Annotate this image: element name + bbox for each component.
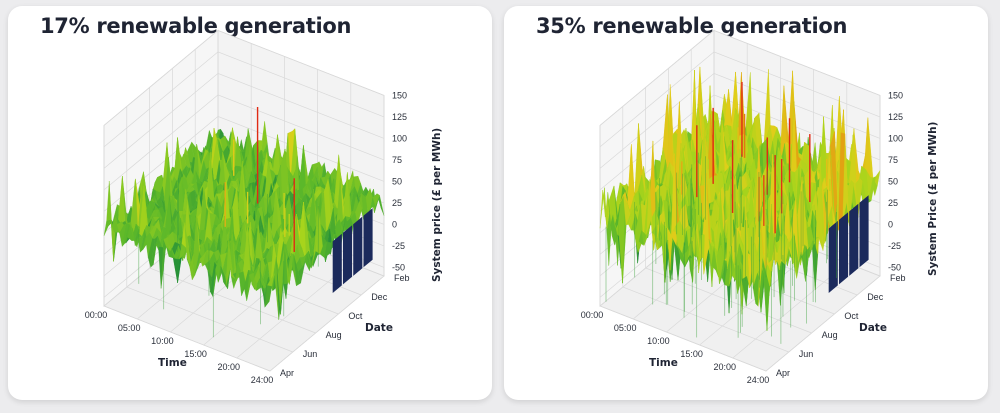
- plot-scene: [103, 29, 385, 372]
- z-tick-label: 75: [392, 155, 402, 165]
- y-tick-label: Jun: [303, 349, 318, 359]
- z-tick-label: 0: [888, 219, 893, 229]
- surface-edge: [353, 216, 363, 276]
- grid-line: [103, 29, 385, 126]
- y-tick-label: Dec: [371, 292, 388, 302]
- z-tick-label: 100: [392, 133, 407, 143]
- z-tick-label: 100: [888, 133, 903, 143]
- grid-line: [103, 94, 385, 191]
- grid-line: [599, 51, 881, 148]
- z-tick-label: 50: [392, 176, 402, 186]
- surface-edge: [332, 233, 342, 293]
- x-tick-label: 10:00: [647, 336, 670, 346]
- z-tick-label: -50: [392, 262, 405, 272]
- surface-chart-17: Time Date System price (£ per MWh) 00:00…: [85, 29, 443, 385]
- y-axis-title: Date: [365, 322, 393, 334]
- z-tick-label: 150: [392, 90, 407, 100]
- surface-patch: [267, 273, 275, 287]
- grid-line: [126, 106, 293, 353]
- y-tick-label: Feb: [890, 273, 906, 283]
- x-tick-label: 24:00: [251, 375, 274, 385]
- x-tick-label: 05:00: [614, 323, 637, 333]
- z-tick-label: 150: [888, 90, 903, 100]
- z-axis-title: System price (£ per MWh): [431, 128, 443, 282]
- grid-line: [103, 72, 385, 169]
- x-tick-label: 15:00: [184, 349, 207, 359]
- z-tick-label: 25: [888, 198, 898, 208]
- z-tick-label: 125: [888, 112, 903, 122]
- grid-line: [599, 29, 881, 126]
- x-tick-label: 24:00: [747, 375, 770, 385]
- grid-line: [103, 125, 271, 372]
- tick-labels: 00:00 05:00 10:00 15:00 20:00 24:00 Apr Jun Aug O…: [85, 90, 410, 385]
- z-tick-label: -25: [392, 241, 405, 251]
- grid-line: [645, 87, 812, 334]
- surface-edge: [859, 195, 869, 268]
- y-tick-label: Apr: [776, 368, 790, 378]
- chart-title: 35% renewable generation: [536, 14, 848, 38]
- surface-edge: [849, 203, 859, 276]
- z-tick-label: 50: [888, 176, 898, 186]
- y-tick-label: Jun: [799, 349, 814, 359]
- surface-edge: [342, 225, 353, 285]
- chart-panel-left: 17% renewable generation Time Date Syste…: [8, 6, 492, 400]
- y-tick-label: Apr: [280, 368, 294, 378]
- surface-chart-35: Time Date System Price (£ per MWh) 00:00…: [581, 29, 939, 385]
- z-tick-label: -50: [888, 262, 901, 272]
- x-tick-label: 15:00: [680, 349, 703, 359]
- y-tick-label: Oct: [844, 311, 859, 321]
- chart-title: 17% renewable generation: [40, 14, 352, 38]
- price-spikes: [138, 106, 319, 338]
- z-tick-label: -25: [888, 241, 901, 251]
- x-tick-label: 00:00: [85, 310, 108, 320]
- y-tick-label: Feb: [394, 273, 410, 283]
- z-tick-label: 0: [392, 219, 397, 229]
- z-tick-label: 75: [888, 155, 898, 165]
- z-axis-title: System Price (£ per MWh): [927, 122, 939, 276]
- x-tick-label: 00:00: [581, 310, 604, 320]
- y-axis-title: Date: [859, 322, 887, 334]
- y-tick-label: Aug: [822, 330, 838, 340]
- z-tick-label: 25: [392, 198, 402, 208]
- x-tick-label: 05:00: [118, 323, 141, 333]
- x-axis-title: Time: [649, 357, 678, 369]
- y-tick-label: Aug: [326, 330, 342, 340]
- x-axis-title: Time: [158, 357, 187, 369]
- x-tick-label: 10:00: [151, 336, 174, 346]
- grid-line: [599, 125, 767, 372]
- surface-edge: [363, 208, 373, 268]
- y-tick-label: Dec: [867, 292, 884, 302]
- surface-edge: [838, 212, 849, 285]
- z-tick-label: 125: [392, 112, 407, 122]
- chart-panel-right: 35% renewable generation Time Date Syste…: [504, 6, 988, 400]
- y-tick-label: Oct: [348, 311, 363, 321]
- grid-line: [103, 51, 385, 148]
- x-tick-label: 20:00: [714, 362, 737, 372]
- grid-line: [622, 106, 789, 353]
- x-tick-label: 20:00: [218, 362, 241, 372]
